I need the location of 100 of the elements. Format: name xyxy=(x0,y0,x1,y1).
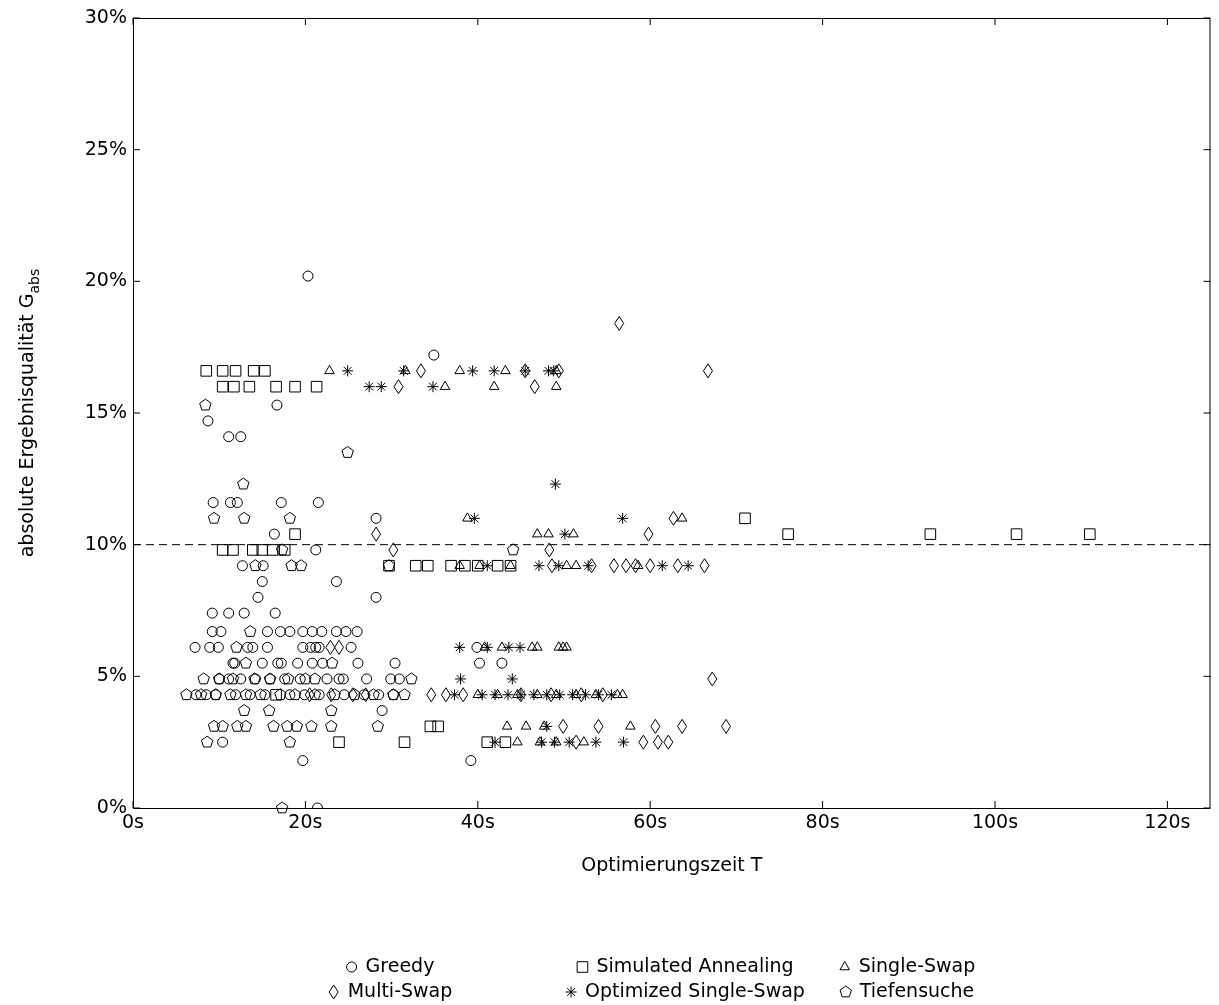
point xyxy=(550,688,562,699)
point xyxy=(500,364,511,375)
point xyxy=(439,380,451,390)
x-tick-label: 80s xyxy=(805,810,840,833)
point xyxy=(472,688,484,699)
y-tick-label: 25% xyxy=(84,136,127,159)
point xyxy=(275,801,289,814)
point xyxy=(266,544,279,556)
point xyxy=(563,736,576,749)
point xyxy=(476,688,489,701)
point xyxy=(479,641,490,651)
point xyxy=(514,641,527,654)
point xyxy=(553,641,565,651)
point xyxy=(375,380,388,393)
point xyxy=(259,365,271,377)
point xyxy=(363,380,376,393)
point xyxy=(489,736,502,749)
point xyxy=(625,720,636,730)
point xyxy=(557,641,569,651)
point xyxy=(502,641,515,654)
point xyxy=(247,365,260,377)
point xyxy=(589,736,602,749)
y-tick-label: 5% xyxy=(96,663,127,686)
x-tick-label: 100s xyxy=(971,810,1019,833)
point xyxy=(488,364,501,377)
point xyxy=(496,641,508,651)
x-tick-label: 20s xyxy=(288,810,323,833)
point xyxy=(656,559,669,572)
point xyxy=(561,559,572,569)
point xyxy=(454,364,465,375)
point xyxy=(239,688,253,701)
point xyxy=(294,559,308,572)
point xyxy=(227,544,239,556)
point xyxy=(256,544,269,556)
point xyxy=(682,559,695,572)
point xyxy=(924,528,937,540)
point xyxy=(231,719,244,732)
point xyxy=(216,544,229,556)
point xyxy=(632,559,644,569)
point xyxy=(488,380,500,390)
point xyxy=(568,528,579,538)
point xyxy=(512,736,523,746)
point xyxy=(527,688,540,701)
point xyxy=(283,735,297,748)
point xyxy=(199,398,212,411)
point xyxy=(328,688,341,701)
point xyxy=(244,625,257,637)
point xyxy=(289,528,301,540)
point xyxy=(782,528,794,540)
point xyxy=(491,559,504,572)
point xyxy=(216,380,229,393)
x-tick-label: 40s xyxy=(460,810,495,833)
point xyxy=(532,688,543,699)
point xyxy=(333,736,345,748)
point xyxy=(310,380,323,393)
point xyxy=(230,640,243,653)
y-axis-title: absolute Ergebnisqualität Gabs xyxy=(15,268,42,558)
point xyxy=(512,688,523,699)
point xyxy=(180,688,193,701)
point xyxy=(579,688,592,701)
point xyxy=(549,478,562,491)
point xyxy=(561,641,572,651)
point xyxy=(387,689,399,701)
point xyxy=(617,736,630,749)
point xyxy=(288,688,302,701)
point xyxy=(566,688,579,701)
point xyxy=(612,688,623,699)
point xyxy=(501,688,514,701)
point xyxy=(249,559,262,572)
y-tick-label: 15% xyxy=(84,399,127,422)
point xyxy=(281,719,294,732)
point xyxy=(239,719,253,732)
point xyxy=(341,364,354,377)
point xyxy=(213,673,225,685)
point xyxy=(739,512,751,525)
point xyxy=(533,559,545,572)
point xyxy=(308,672,322,685)
point xyxy=(371,719,385,732)
point xyxy=(207,719,221,732)
legend-label: Tiefensuche xyxy=(858,978,975,1001)
point xyxy=(281,672,295,685)
point xyxy=(200,735,214,748)
point xyxy=(209,688,222,701)
point xyxy=(367,688,380,701)
point xyxy=(308,688,322,701)
point xyxy=(582,559,595,572)
point xyxy=(499,736,512,748)
point xyxy=(290,719,303,732)
point xyxy=(226,672,240,685)
point xyxy=(445,559,457,572)
point xyxy=(553,688,566,701)
point xyxy=(267,719,280,732)
point xyxy=(325,704,338,716)
point xyxy=(262,704,276,716)
point xyxy=(605,688,618,701)
point xyxy=(481,641,494,654)
x-tick-label: 60s xyxy=(633,810,668,833)
point xyxy=(398,736,411,748)
point xyxy=(325,656,339,669)
point xyxy=(270,380,282,393)
